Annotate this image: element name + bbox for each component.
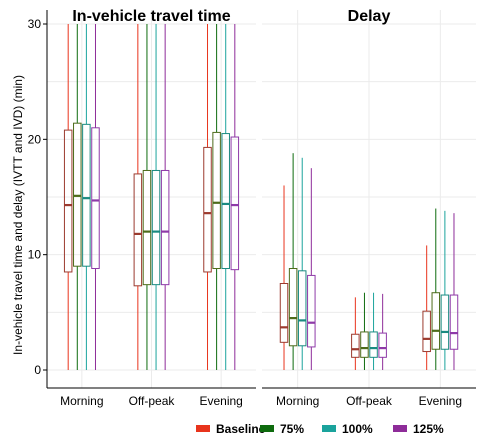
box-75pct <box>142 24 152 370</box>
x-tick-label: Off-peak <box>346 394 393 408</box>
box-body <box>351 333 360 358</box>
box-body <box>142 169 152 286</box>
box-body <box>203 146 212 273</box>
box-baseline <box>351 297 360 370</box>
box-body <box>369 331 378 358</box>
box-75pct <box>212 24 221 370</box>
box-baseline <box>422 245 431 370</box>
box-75pct <box>360 292 369 370</box>
box-body <box>82 123 91 267</box>
box-baseline <box>133 24 143 370</box>
panel-title: In-vehicle travel time <box>72 8 230 25</box>
box-100pct <box>297 157 307 370</box>
legend-item: 100% <box>322 422 373 436</box>
box-body <box>440 294 450 350</box>
box-125pct <box>449 213 459 370</box>
legend: Baseline 75% 100% 125% <box>196 422 444 436</box>
x-tick-label: Evening <box>199 394 242 408</box>
box-125pct <box>230 24 240 370</box>
legend-label: 75% <box>280 422 304 436</box>
box-body <box>297 270 307 347</box>
legend-swatch <box>196 425 210 432</box>
legend-item: 75% <box>260 422 304 436</box>
y-tick-label: 10 <box>28 248 42 262</box>
legend-label: 125% <box>413 422 444 436</box>
y-tick-label: 0 <box>34 363 41 377</box>
legend-item: Baseline <box>196 422 266 436</box>
box-125pct <box>378 293 387 370</box>
box-75pct <box>73 24 82 370</box>
box-125pct <box>91 24 100 370</box>
box-body <box>431 292 441 350</box>
y-tick-label: 20 <box>28 132 42 146</box>
legend-item: 125% <box>393 422 444 436</box>
panel-delay: Morning Off-peak Evening Delay <box>262 8 476 408</box>
box-100pct <box>221 24 230 370</box>
x-tick-label: Evening <box>419 394 462 408</box>
box-baseline <box>203 24 212 370</box>
box-baseline <box>63 24 73 370</box>
box-body <box>73 122 82 267</box>
legend-label: Baseline <box>216 422 266 436</box>
y-tick-label: 30 <box>28 17 42 31</box>
x-tick-label: Off-peak <box>129 394 176 408</box>
box-body <box>63 129 73 273</box>
box-body <box>91 127 100 270</box>
box-body <box>212 131 221 270</box>
box-body <box>449 294 459 350</box>
box-125pct <box>307 168 316 370</box>
box-body <box>422 310 431 353</box>
y-axis-title: In-vehicle travel time and delay (IVTT a… <box>11 75 25 355</box>
box-75pct <box>431 208 441 370</box>
legend-swatch <box>322 425 336 432</box>
panel-title: Delay <box>348 8 391 25</box>
box-100pct <box>82 24 91 370</box>
box-body <box>160 169 170 286</box>
box-100pct <box>151 24 161 370</box>
y-axis: 0 10 20 30 <box>28 10 48 388</box>
legend-swatch <box>260 425 274 432</box>
panel-ivtt: Morning Off-peak Evening In-vehicle travel … <box>47 8 256 408</box>
box-100pct <box>369 292 378 370</box>
box-body <box>279 283 289 343</box>
box-75pct <box>288 153 298 370</box>
box-body <box>221 133 230 270</box>
box-body <box>378 332 387 358</box>
box-125pct <box>160 24 170 370</box>
box-baseline <box>279 185 289 370</box>
legend-label: 100% <box>342 422 373 436</box>
box-body <box>288 268 298 347</box>
box-body <box>360 331 369 358</box>
box-body <box>230 136 240 271</box>
box-body <box>133 173 143 287</box>
panels: Morning Off-peak Evening In-vehicle travel … <box>47 8 476 408</box>
box-100pct <box>440 210 450 370</box>
x-tick-label: Morning <box>276 394 319 408</box>
box-body <box>307 274 316 348</box>
box-body <box>151 169 161 286</box>
legend-swatch <box>393 425 407 432</box>
x-tick-label: Morning <box>60 394 103 408</box>
